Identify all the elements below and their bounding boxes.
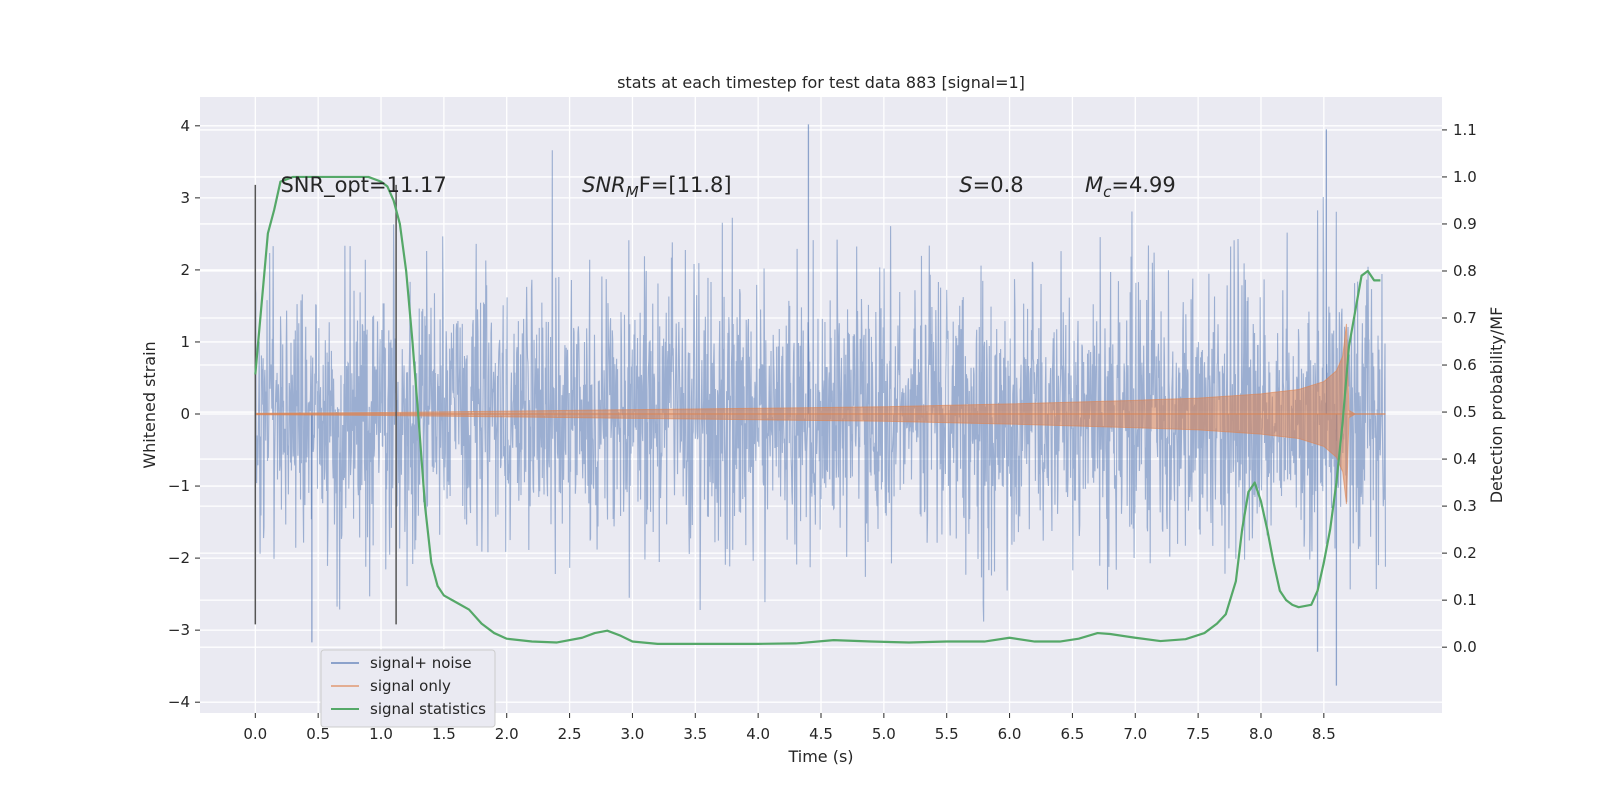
y-tick-label: 0 bbox=[180, 405, 190, 423]
chart-title: stats at each timestep for test data 883… bbox=[617, 73, 1025, 92]
y2-tick-label: 0.0 bbox=[1453, 638, 1477, 656]
x-tick-label: 6.5 bbox=[1060, 725, 1084, 743]
signal-statistics-series bbox=[254, 175, 1381, 645]
y2-tick-label: 0.4 bbox=[1453, 450, 1477, 468]
y2-axis-ticks: 1.1 1.0 0.9 0.8 0.7 0.6 0.5 0.4 0.3 0.2 0.1 0.0 bbox=[1442, 121, 1477, 656]
signal-only-series bbox=[254, 323, 1386, 505]
x-tick-label: 5.0 bbox=[872, 725, 896, 743]
y-tick-label: 1 bbox=[180, 333, 190, 351]
x-tick-label: 2.5 bbox=[558, 725, 582, 743]
x-axis-label: Time (s) bbox=[787, 747, 853, 766]
legend-box bbox=[320, 649, 496, 728]
y2-tick-label: 0.6 bbox=[1453, 356, 1477, 374]
y2-tick-label: 0.5 bbox=[1453, 403, 1477, 421]
y-tick-label: 2 bbox=[180, 261, 190, 279]
x-tick-label: 8.5 bbox=[1312, 725, 1336, 743]
annotation-snr-mf: SNRMF=[11.8] bbox=[582, 173, 731, 201]
y2-tick-label: 0.3 bbox=[1453, 497, 1477, 515]
signal-noise-line bbox=[254, 150, 1386, 622]
y2-tick-label: 0.7 bbox=[1453, 309, 1477, 327]
x-tick-label: 6.0 bbox=[998, 725, 1022, 743]
legend-label-signal-statistics: signal statistics bbox=[370, 700, 486, 718]
annotation-snr-opt: SNR_opt=11.17 bbox=[280, 173, 446, 198]
y-tick-label: −4 bbox=[168, 693, 190, 711]
vertical-markers bbox=[254, 184, 397, 625]
legend: signal+ noise signal only signal statist… bbox=[320, 649, 496, 728]
legend-label-signal-noise: signal+ noise bbox=[370, 654, 472, 672]
y-tick-label: −2 bbox=[168, 549, 190, 567]
y2-tick-label: 0.9 bbox=[1453, 215, 1477, 233]
x-tick-label: 1.5 bbox=[432, 725, 456, 743]
annotations: SNR_opt=11.17 SNRMF=[11.8] S=0.8 Mc=4.99 bbox=[280, 173, 1175, 201]
y2-tick-label: 0.2 bbox=[1453, 544, 1477, 562]
y-tick-label: 4 bbox=[180, 117, 190, 135]
legend-label-signal-only: signal only bbox=[370, 677, 451, 695]
y-axis-label: Whitened strain bbox=[140, 341, 159, 468]
y2-tick-label: 1.1 bbox=[1453, 121, 1477, 139]
annotation-mc-val: Mc=4.99 bbox=[1085, 173, 1176, 201]
x-tick-label: 4.5 bbox=[809, 725, 833, 743]
x-tick-label: 4.0 bbox=[746, 725, 770, 743]
annotation-s-val: S=0.8 bbox=[959, 173, 1023, 197]
y-axis-ticks: 4 3 2 1 0 −1 −2 −3 −4 bbox=[168, 117, 200, 711]
x-tick-label: 1.0 bbox=[369, 725, 393, 743]
y2-axis-label: Detection probability/MF bbox=[1487, 307, 1506, 504]
x-tick-label: 7.5 bbox=[1186, 725, 1210, 743]
x-tick-label: 7.0 bbox=[1123, 725, 1147, 743]
y2-tick-label: 0.8 bbox=[1453, 262, 1477, 280]
signal-statistics-line bbox=[254, 175, 1381, 645]
y-tick-label: −1 bbox=[168, 477, 190, 495]
y2-tick-label: 0.1 bbox=[1453, 591, 1477, 609]
x-tick-label: 2.0 bbox=[495, 725, 519, 743]
signal-noise-series bbox=[254, 124, 1386, 686]
x-tick-label: 0.0 bbox=[243, 725, 267, 743]
x-tick-label: 0.5 bbox=[306, 725, 330, 743]
x-tick-label: 5.5 bbox=[935, 725, 959, 743]
x-tick-label: 8.0 bbox=[1249, 725, 1273, 743]
y-tick-label: −3 bbox=[168, 621, 190, 639]
x-tick-label: 3.0 bbox=[621, 725, 645, 743]
x-tick-label: 3.5 bbox=[683, 725, 707, 743]
x-axis-ticks: 0.0 0.5 1.0 1.5 2.0 2.5 3.0 3.5 4.0 4.5 5.0 5.5 6.0 6… bbox=[243, 713, 1336, 743]
y-tick-label: 3 bbox=[180, 189, 190, 207]
y2-tick-label: 1.0 bbox=[1453, 168, 1477, 186]
